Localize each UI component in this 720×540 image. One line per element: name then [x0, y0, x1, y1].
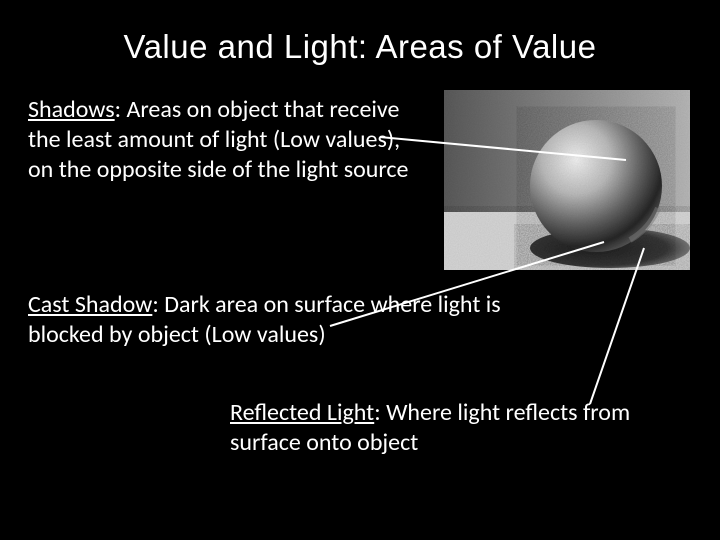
line-reflected-light	[590, 248, 644, 404]
term-shadows: Shadows	[28, 95, 115, 124]
slide: Value and Light: Areas of Value Shadows:…	[0, 0, 720, 540]
term-reflected-light: Reflected Light	[230, 398, 374, 427]
sphere-svg	[444, 90, 690, 270]
block-cast-shadow: Cast Shadow: Dark area on surface where …	[28, 290, 538, 350]
sphere-illustration	[444, 90, 690, 270]
term-cast-shadow: Cast Shadow	[28, 290, 152, 319]
block-reflected-light: Reflected Light: Where light reflects fr…	[230, 398, 690, 458]
page-title: Value and Light: Areas of Value	[0, 28, 720, 66]
block-shadows: Shadows: Areas on object that receive th…	[28, 95, 426, 185]
